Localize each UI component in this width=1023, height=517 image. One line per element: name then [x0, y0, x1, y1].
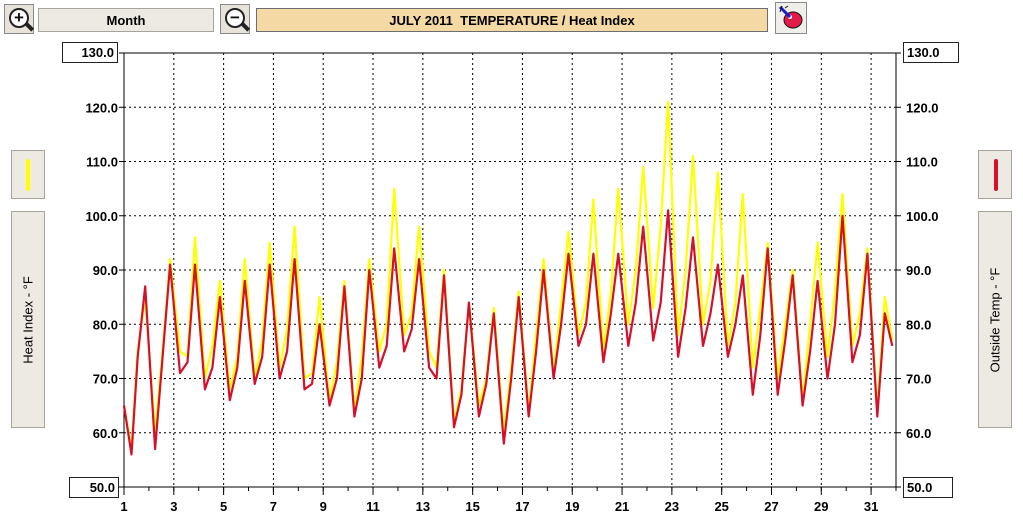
x-tick-label: 23 — [665, 499, 679, 514]
x-tick-label: 13 — [416, 499, 430, 514]
zoom-out-icon: − — [225, 8, 245, 28]
x-tick-label: 7 — [270, 499, 277, 514]
heat-index-legend[interactable] — [11, 150, 45, 199]
zoom-in-button[interactable]: + — [4, 4, 35, 34]
outside-temp-legend[interactable] — [978, 150, 1012, 199]
x-tick-label: 11 — [366, 499, 380, 514]
y-tick-label-right: 90.0 — [906, 263, 931, 278]
y-tick-label-left: 90.0 — [93, 263, 118, 278]
x-tick-label: 31 — [864, 499, 878, 514]
x-tick-label: 1 — [120, 499, 127, 514]
settings-button[interactable] — [775, 2, 807, 34]
y-tick-label-left: 60.0 — [93, 426, 118, 441]
right-axis-max: 130.0 — [903, 42, 959, 63]
outside-temp-swatch — [994, 159, 998, 191]
y-tick-label-right: 120.0 — [906, 100, 939, 115]
x-tick-label: 9 — [320, 499, 327, 514]
x-tick-label: 15 — [465, 499, 479, 514]
period-select[interactable]: Month — [38, 8, 214, 32]
y-tick-label-right: 70.0 — [906, 372, 931, 387]
outside-temp-line — [122, 209, 894, 456]
y-tick-label-right: 80.0 — [906, 317, 931, 332]
right-axis-min: 50.0 — [903, 477, 953, 498]
y-tick-label-left: 100.0 — [85, 209, 118, 224]
y-tick-label-left: 110.0 — [86, 155, 118, 170]
left-axis-max: 130.0 — [62, 42, 118, 63]
x-tick-label: 25 — [714, 499, 728, 514]
outside-temp-axis-title-panel: Outside Temp - °F — [978, 211, 1012, 428]
y-tick-label-right: 110.0 — [906, 155, 938, 170]
period-label: Month — [106, 12, 146, 28]
y-tick-label-left: 120.0 — [85, 100, 118, 115]
x-axis-ticks: 1 3 5 7 9 11 13 15 17 19 21 23 25 27 29 31 — [120, 487, 897, 514]
y-tick-label-right: 60.0 — [906, 426, 931, 441]
x-tick-label: 3 — [170, 499, 177, 514]
y-tick-label-left: 70.0 — [93, 372, 118, 387]
chart-title-text: JULY 2011 TEMPERATURE / Heat Index — [389, 12, 635, 28]
zoom-in-icon: + — [9, 8, 29, 28]
x-tick-label: 29 — [814, 499, 828, 514]
heat-index-axis-title-panel: Heat Index - °F — [11, 211, 45, 428]
x-tick-label: 19 — [565, 499, 579, 514]
palette-icon — [778, 5, 803, 29]
chart-title: JULY 2011 TEMPERATURE / Heat Index — [256, 8, 768, 32]
heat-index-line — [122, 100, 894, 451]
grid-lines: 60.0 60.0 70.0 70.0 80.0 80.0 90.0 90.0 100.0 100… — [85, 52, 939, 488]
heat-index-swatch — [26, 159, 30, 191]
x-tick-label: 21 — [615, 499, 629, 514]
outside-temp-axis-title: Outside Temp - °F — [987, 267, 1003, 372]
zoom-out-button[interactable]: − — [220, 4, 251, 34]
heat-index-axis-title: Heat Index - °F — [20, 275, 36, 364]
series-lines — [122, 100, 894, 456]
x-tick-label: 17 — [515, 499, 529, 514]
x-tick-label: 5 — [220, 499, 227, 514]
y-tick-label-right: 100.0 — [906, 209, 939, 224]
x-tick-label: 27 — [764, 499, 778, 514]
y-tick-label-left: 80.0 — [93, 317, 118, 332]
left-axis-min: 50.0 — [69, 477, 119, 498]
